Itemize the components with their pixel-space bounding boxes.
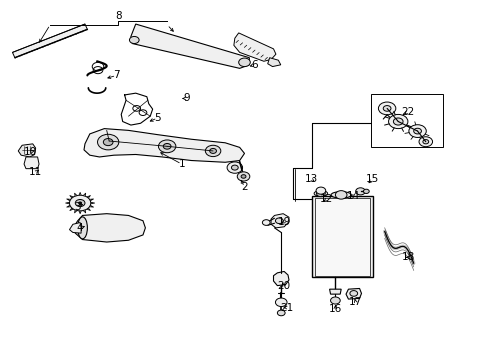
Circle shape	[393, 118, 402, 125]
Text: 17: 17	[348, 297, 362, 307]
Circle shape	[388, 114, 407, 129]
Text: 7: 7	[113, 71, 120, 80]
Circle shape	[79, 202, 81, 204]
Circle shape	[363, 189, 368, 193]
Text: 16: 16	[328, 304, 341, 314]
Text: 9: 9	[183, 94, 189, 103]
Circle shape	[69, 195, 91, 211]
Polygon shape	[18, 144, 36, 157]
Circle shape	[383, 105, 390, 111]
Text: 3: 3	[74, 202, 81, 212]
Circle shape	[413, 128, 421, 134]
Circle shape	[103, 139, 113, 145]
Circle shape	[97, 134, 119, 150]
Bar	[370, 94, 442, 147]
Bar	[311, 196, 372, 278]
Circle shape	[275, 218, 283, 224]
Circle shape	[349, 291, 357, 296]
Text: 4: 4	[77, 223, 83, 233]
Text: 14: 14	[346, 191, 359, 201]
Text: 6: 6	[250, 60, 257, 70]
Text: 1: 1	[178, 159, 184, 169]
Text: 10: 10	[24, 147, 37, 157]
Polygon shape	[346, 288, 361, 299]
Polygon shape	[74, 214, 145, 242]
Circle shape	[237, 172, 249, 181]
Circle shape	[277, 310, 285, 316]
Circle shape	[355, 188, 365, 195]
Ellipse shape	[313, 191, 327, 196]
Polygon shape	[267, 58, 280, 67]
Circle shape	[316, 190, 325, 197]
Circle shape	[422, 140, 428, 144]
Text: 12: 12	[320, 194, 333, 204]
Polygon shape	[84, 129, 244, 162]
Circle shape	[158, 140, 176, 153]
Circle shape	[163, 144, 171, 149]
Circle shape	[238, 58, 250, 67]
Circle shape	[335, 191, 346, 199]
Polygon shape	[273, 271, 288, 285]
Text: 8: 8	[115, 11, 122, 21]
Circle shape	[75, 199, 85, 207]
Circle shape	[241, 175, 245, 178]
Circle shape	[418, 137, 432, 147]
Circle shape	[275, 298, 286, 306]
Polygon shape	[233, 33, 275, 61]
Circle shape	[209, 148, 216, 153]
Circle shape	[231, 165, 238, 170]
Polygon shape	[270, 214, 288, 228]
Text: 13: 13	[304, 174, 317, 184]
Text: 2: 2	[241, 182, 247, 192]
Circle shape	[129, 36, 139, 44]
Circle shape	[408, 125, 426, 138]
Circle shape	[226, 162, 242, 173]
Text: 18: 18	[402, 252, 415, 262]
Text: 15: 15	[365, 174, 379, 184]
Text: 20: 20	[277, 281, 290, 291]
Polygon shape	[12, 24, 87, 58]
Text: 19: 19	[277, 217, 290, 227]
Circle shape	[315, 187, 325, 194]
Polygon shape	[69, 222, 81, 233]
Bar	[314, 198, 369, 276]
Polygon shape	[329, 289, 341, 294]
Text: 22: 22	[401, 107, 414, 117]
Polygon shape	[131, 24, 249, 68]
Circle shape	[205, 145, 221, 157]
Text: 11: 11	[29, 167, 42, 177]
Circle shape	[262, 220, 269, 225]
Polygon shape	[24, 157, 39, 168]
Ellipse shape	[330, 192, 350, 198]
Ellipse shape	[78, 217, 87, 239]
Text: 21: 21	[280, 303, 293, 312]
Circle shape	[330, 297, 340, 304]
Text: 5: 5	[154, 113, 161, 123]
Circle shape	[378, 102, 395, 115]
